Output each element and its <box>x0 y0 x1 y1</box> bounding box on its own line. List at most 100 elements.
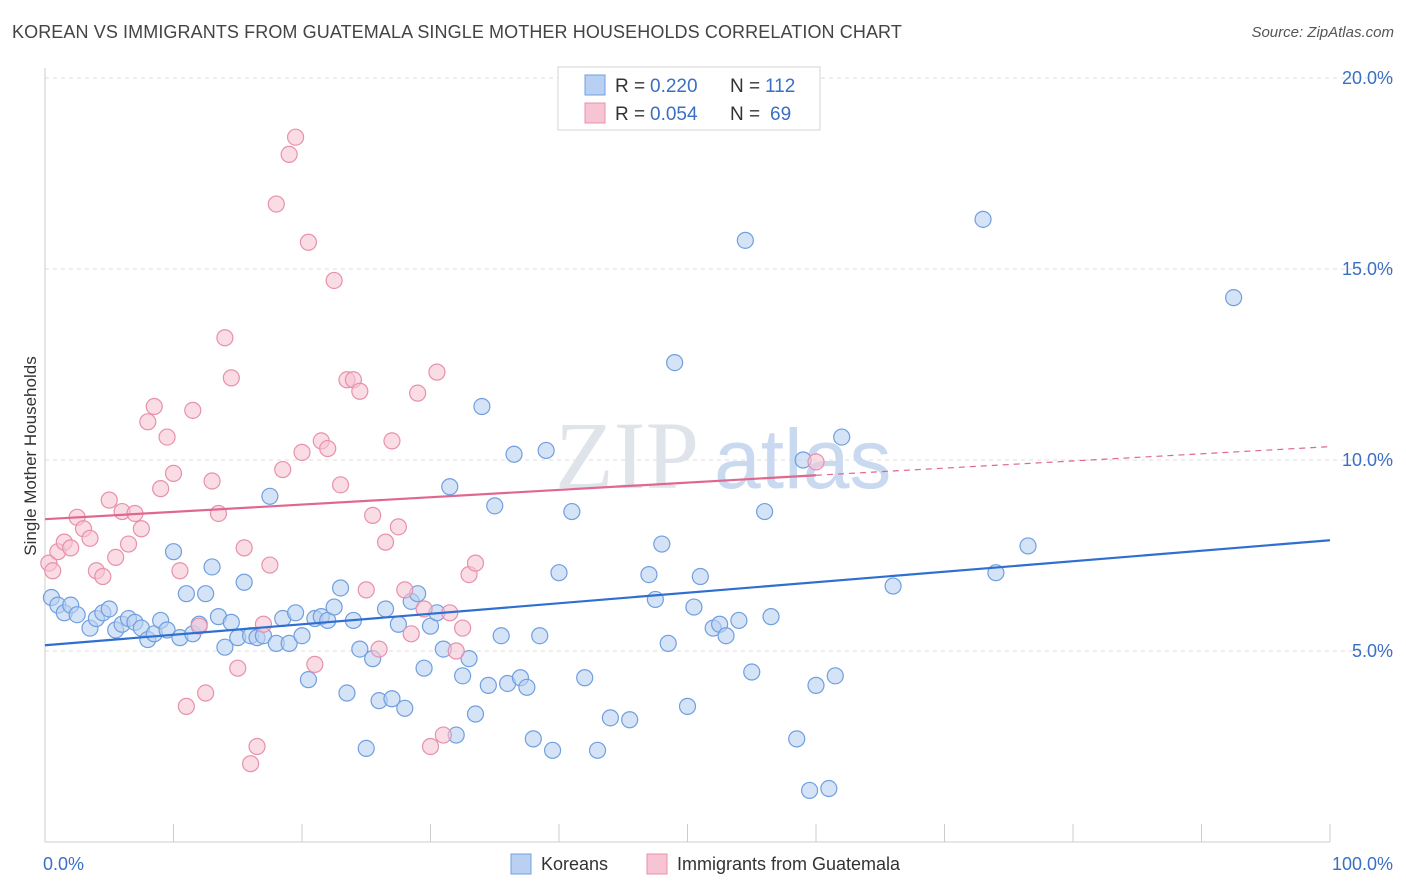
bottom-legend: Koreans Immigrants from Guatemala <box>510 853 901 875</box>
trend-line-0 <box>44 539 1331 647</box>
point-0-8 <box>100 600 118 618</box>
point-1-16 <box>139 413 157 431</box>
point-0-111 <box>1225 289 1243 307</box>
point-1-31 <box>235 539 253 557</box>
point-1-17 <box>145 397 163 416</box>
watermark: ZIP atlas <box>555 402 891 509</box>
point-1-52 <box>370 640 388 658</box>
point-0-88 <box>666 353 684 372</box>
point-1-21 <box>171 562 189 580</box>
y-tick-label-3: 20.0% <box>1342 68 1393 88</box>
point-1-15 <box>132 520 150 538</box>
point-0-96 <box>736 231 754 249</box>
point-1-54 <box>383 432 401 450</box>
point-0-37 <box>286 604 305 622</box>
point-1-35 <box>261 556 279 574</box>
point-0-77 <box>543 741 562 759</box>
bottom-legend-swatch-guatemala <box>646 853 668 875</box>
point-1-26 <box>203 472 221 490</box>
point-1-1 <box>44 562 62 580</box>
point-1-65 <box>454 619 472 637</box>
point-0-23 <box>197 585 215 603</box>
point-0-79 <box>563 502 581 521</box>
point-1-53 <box>376 533 395 551</box>
point-0-97 <box>743 663 761 681</box>
point-1-38 <box>280 145 298 163</box>
point-0-81 <box>588 741 607 759</box>
point-1-32 <box>242 755 260 773</box>
point-0-102 <box>800 781 819 800</box>
point-1-41 <box>299 233 318 251</box>
point-1-13 <box>119 535 138 553</box>
point-1-55 <box>389 518 407 536</box>
point-0-44 <box>331 579 350 597</box>
point-0-24 <box>203 558 221 576</box>
point-0-52 <box>383 690 401 708</box>
trend-lines <box>44 446 1331 647</box>
point-1-34 <box>254 615 273 633</box>
point-1-57 <box>402 625 420 643</box>
point-0-63 <box>454 667 472 685</box>
point-0-51 <box>376 600 395 618</box>
point-0-98 <box>755 502 774 521</box>
point-1-27 <box>209 504 228 523</box>
legend-swatch-koreans <box>584 74 606 96</box>
point-0-78 <box>550 564 568 582</box>
point-1-33 <box>248 737 266 756</box>
point-0-54 <box>396 699 414 717</box>
point-1-23 <box>184 401 202 419</box>
point-1-44 <box>319 439 337 458</box>
point-1-45 <box>325 271 343 290</box>
x-tick-label-1: 100.0% <box>1332 854 1393 874</box>
point-1-30 <box>229 659 247 677</box>
point-0-47 <box>351 640 369 658</box>
point-1-24 <box>190 617 208 635</box>
y-tick-labels: 5.0% 10.0% 15.0% 20.0% <box>1342 68 1393 661</box>
point-0-64 <box>460 650 478 668</box>
x-tick-labels: 0.0% 100.0% <box>43 854 1393 874</box>
point-0-27 <box>222 613 240 631</box>
point-0-104 <box>820 779 838 798</box>
watermark-zip: ZIP <box>555 402 699 509</box>
bottom-legend-label-koreans: Koreans <box>541 854 608 874</box>
point-0-82 <box>601 709 620 727</box>
point-1-46 <box>331 476 350 494</box>
point-0-71 <box>505 445 523 463</box>
point-0-95 <box>730 611 748 630</box>
point-0-68 <box>486 497 504 515</box>
legend-n-value-1: 69 <box>770 104 791 125</box>
point-0-33 <box>261 487 279 505</box>
point-0-26 <box>216 638 234 656</box>
point-1-62 <box>434 726 452 744</box>
point-0-90 <box>685 598 703 616</box>
point-1-20 <box>164 464 183 482</box>
bottom-legend-swatch-koreans <box>510 853 532 875</box>
point-1-50 <box>357 581 375 599</box>
legend-r-label-0: R = <box>615 76 645 97</box>
point-0-20 <box>177 585 195 603</box>
point-1-51 <box>364 506 382 524</box>
point-0-29 <box>235 573 253 591</box>
legend-n-label-1: N = <box>730 104 760 125</box>
y-tick-label-1: 10.0% <box>1342 450 1393 470</box>
point-0-73 <box>518 678 536 696</box>
point-0-86 <box>653 535 671 553</box>
point-0-106 <box>826 667 844 685</box>
point-0-57 <box>415 659 433 677</box>
point-1-36 <box>267 195 285 213</box>
stats-legend: R = 0.220 N = 112 R = 0.054 N = 69 <box>557 66 821 131</box>
chart-source: Source: ZipAtlas.com <box>1251 24 1394 41</box>
trend-line-1 <box>44 474 817 521</box>
point-0-75 <box>531 627 549 645</box>
point-0-110 <box>1019 537 1037 555</box>
point-1-68 <box>807 453 825 471</box>
point-0-45 <box>338 684 356 702</box>
point-1-7 <box>81 529 99 547</box>
point-0-18 <box>164 543 183 561</box>
point-0-43 <box>325 598 343 616</box>
y-axis-label: Single Mother Households <box>21 356 40 555</box>
point-0-74 <box>524 730 542 748</box>
point-0-48 <box>357 739 375 758</box>
point-1-37 <box>274 460 292 479</box>
